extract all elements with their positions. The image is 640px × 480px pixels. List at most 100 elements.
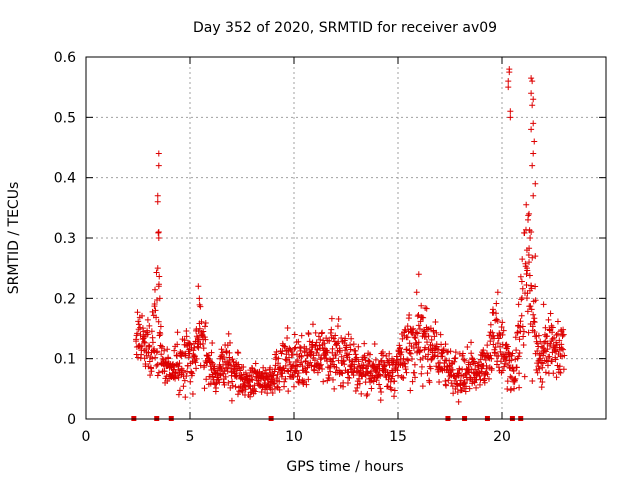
data-point: [531, 319, 538, 326]
data-point: [133, 336, 140, 343]
data-point: [476, 381, 483, 388]
data-point: [550, 370, 557, 377]
data-point: [394, 356, 401, 363]
data-point: [530, 318, 537, 325]
data-point: [137, 331, 144, 338]
y-tick-label: 0.4: [54, 171, 76, 187]
data-point: [528, 285, 535, 292]
data-point: [373, 369, 380, 376]
data-point: [361, 340, 368, 347]
data-point: [189, 370, 196, 377]
spike-point: [531, 138, 538, 145]
data-point: [472, 366, 479, 373]
x-tick-label: 10: [285, 429, 303, 445]
data-point: [343, 344, 350, 351]
data-point: [450, 390, 457, 397]
data-point: [484, 342, 491, 349]
data-point: [373, 377, 380, 384]
data-point: [558, 345, 565, 352]
data-point: [452, 349, 459, 356]
data-point: [468, 339, 475, 346]
data-point: [187, 378, 194, 385]
data-point: [433, 329, 440, 336]
data-point: [423, 305, 430, 312]
data-point: [510, 367, 517, 374]
data-point: [308, 362, 315, 369]
data-point: [455, 398, 462, 405]
data-point: [134, 309, 141, 316]
data-point: [144, 316, 151, 323]
data-point: [543, 357, 550, 364]
data-point: [300, 380, 307, 387]
data-point: [462, 388, 469, 395]
data-point: [352, 351, 359, 358]
spike-point: [523, 265, 530, 272]
data-point: [404, 356, 411, 363]
data-point: [411, 369, 418, 376]
data-point: [165, 355, 172, 362]
data-point: [305, 331, 312, 338]
data-point: [224, 364, 231, 371]
data-point: [326, 337, 333, 344]
data-point: [153, 269, 160, 276]
spike-point: [507, 108, 514, 115]
spike-point: [505, 78, 512, 85]
data-point: [302, 368, 309, 375]
data-point: [152, 286, 159, 293]
data-point: [335, 315, 342, 322]
data-point: [157, 323, 164, 330]
data-point: [366, 358, 373, 365]
data-point: [406, 311, 413, 318]
data-point: [289, 351, 296, 358]
data-point: [174, 329, 181, 336]
data-point: [294, 357, 301, 364]
data-point: [183, 373, 190, 380]
data-point: [366, 351, 373, 358]
data-point: [283, 351, 290, 358]
data-point: [493, 300, 500, 307]
data-point: [225, 330, 232, 337]
data-point: [279, 348, 286, 355]
data-point: [391, 387, 398, 394]
data-point: [330, 335, 337, 342]
data-point: [404, 334, 411, 341]
data-point: [477, 376, 484, 383]
data-point: [242, 386, 249, 393]
data-point: [220, 379, 227, 386]
data-point: [537, 338, 544, 345]
data-point: [333, 364, 340, 371]
data-point: [529, 323, 536, 330]
data-point: [532, 297, 539, 304]
data-point: [345, 331, 352, 338]
data-point: [269, 389, 276, 396]
data-point: [135, 318, 142, 325]
data-point: [365, 357, 372, 364]
data-point: [501, 360, 508, 367]
data-point: [338, 369, 345, 376]
data-point: [557, 369, 564, 376]
data-point: [389, 369, 396, 376]
data-point: [180, 367, 187, 374]
data-point: [417, 347, 424, 354]
data-point: [407, 350, 414, 357]
data-point: [537, 355, 544, 362]
data-point: [508, 357, 515, 364]
data-point: [221, 354, 228, 361]
data-point: [484, 371, 491, 378]
spike-point: [155, 162, 162, 169]
data-point: [488, 355, 495, 362]
data-point: [161, 368, 168, 375]
data-point: [539, 364, 546, 371]
data-point: [264, 390, 271, 397]
data-point: [436, 379, 443, 386]
data-point: [466, 385, 473, 392]
axis-ticks: 0 5 10 15 20 0 0.1 0.2 0.3 0.4 0.5 0.6: [54, 50, 606, 445]
data-point: [309, 321, 316, 328]
data-point: [424, 370, 431, 377]
data-point: [516, 336, 523, 343]
data-point: [262, 386, 269, 393]
data-point: [409, 378, 416, 385]
data-point: [414, 313, 421, 320]
data-point: [519, 256, 526, 263]
data-point: [237, 367, 244, 374]
